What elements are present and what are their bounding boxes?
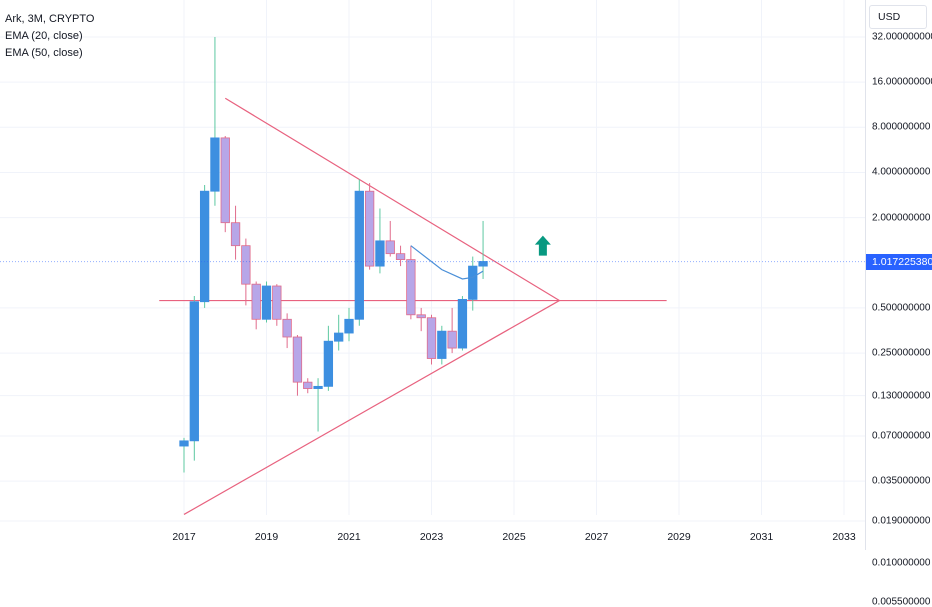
triangle-upper-line	[224, 97, 560, 302]
x-tick-label-0: 2017	[172, 531, 196, 543]
candle-body-25	[437, 330, 447, 359]
chart-legend: Ark, 3M, CRYPTO EMA (20, close) EMA (50,…	[5, 11, 94, 62]
x-tick-label-8: 2033	[832, 531, 856, 543]
y-tick-label-1: 16.000000000	[872, 76, 932, 88]
candle-body-2	[199, 190, 210, 303]
candle-body-14	[323, 340, 334, 387]
y-tick-label-6: 0.250000000	[872, 347, 931, 359]
y-tick-label-8: 0.070000000	[872, 430, 931, 442]
candle-body-13	[313, 385, 323, 389]
x-tick-label-3: 2023	[420, 531, 444, 543]
y-tick-label-4: 2.000000000	[872, 212, 931, 224]
x-tick-label-1: 2019	[255, 531, 279, 543]
legend-ema50[interactable]: EMA (50, close)	[5, 47, 83, 59]
candle-body-0	[179, 440, 189, 447]
chart-grid	[0, 0, 865, 522]
candle-body-3	[210, 137, 220, 192]
legend-symbol[interactable]: Ark, 3M, CRYPTO	[5, 13, 95, 25]
candle-body-28	[468, 265, 478, 300]
candle-body-27	[457, 298, 468, 349]
candlestick-series	[179, 37, 488, 473]
y-tick-label-5: 0.500000000	[872, 302, 931, 314]
candle-body-21	[395, 253, 406, 260]
arrow-up-icon	[534, 235, 551, 256]
triangle-lower-line	[183, 300, 560, 515]
candle-body-26	[447, 330, 457, 349]
y-tick-label-0: 32.000000000	[872, 31, 932, 43]
time-axis[interactable]: 2017 2019 2021 2023 2025 2027 2029 2031 2033	[172, 531, 856, 543]
candle-body-5	[230, 222, 241, 247]
y-tick-label-12: 0.005500000	[872, 596, 931, 607]
x-tick-label-7: 2031	[750, 531, 774, 543]
candle-body-19	[375, 240, 385, 267]
current-price-label: 1.017225380	[866, 253, 932, 270]
candle-body-18	[364, 190, 375, 267]
legend-ema20[interactable]: EMA (20, close)	[5, 30, 83, 42]
candle-body-15	[334, 332, 344, 342]
candle-body-8	[261, 285, 272, 320]
candle-body-16	[344, 318, 354, 334]
candle-body-7	[251, 283, 261, 320]
chart-overlay	[0, 235, 865, 263]
y-tick-label-3: 4.000000000	[872, 166, 931, 178]
candle-body-22	[406, 259, 416, 316]
y-tick-label-11: 0.010000000	[872, 557, 931, 569]
ema-polyline	[410, 245, 484, 280]
candle-body-9	[272, 285, 282, 320]
candle-body-6	[241, 245, 251, 285]
candle-body-20	[385, 240, 395, 255]
candle-body-24	[426, 317, 437, 359]
currency-selector[interactable]: USD	[869, 5, 927, 29]
candle-body-29	[478, 261, 488, 267]
price-chart[interactable]: 2017 2019 2021 2023 2025 2027 2029 2031 2033	[0, 0, 865, 550]
candle-body-23	[416, 314, 426, 319]
candle-body-12	[303, 381, 313, 389]
y-tick-label-2: 8.000000000	[872, 121, 931, 133]
x-tick-label-6: 2029	[667, 531, 691, 543]
candle-body-1	[189, 301, 199, 442]
candle-body-10	[282, 318, 292, 338]
y-tick-label-7: 0.130000000	[872, 390, 931, 402]
y-tick-label-9: 0.035000000	[872, 475, 931, 487]
x-tick-label-2: 2021	[337, 531, 361, 543]
candle-body-4	[220, 137, 230, 224]
candle-body-17	[354, 190, 364, 320]
x-tick-label-5: 2027	[585, 531, 609, 543]
price-axis[interactable]: USD 32.000000000 16.000000000 8.000000000 4…	[865, 0, 932, 607]
y-tick-label-10: 0.019000000	[872, 515, 931, 527]
candle-body-11	[292, 336, 303, 383]
x-tick-label-4: 2025	[502, 531, 526, 543]
ema-line	[410, 245, 484, 280]
